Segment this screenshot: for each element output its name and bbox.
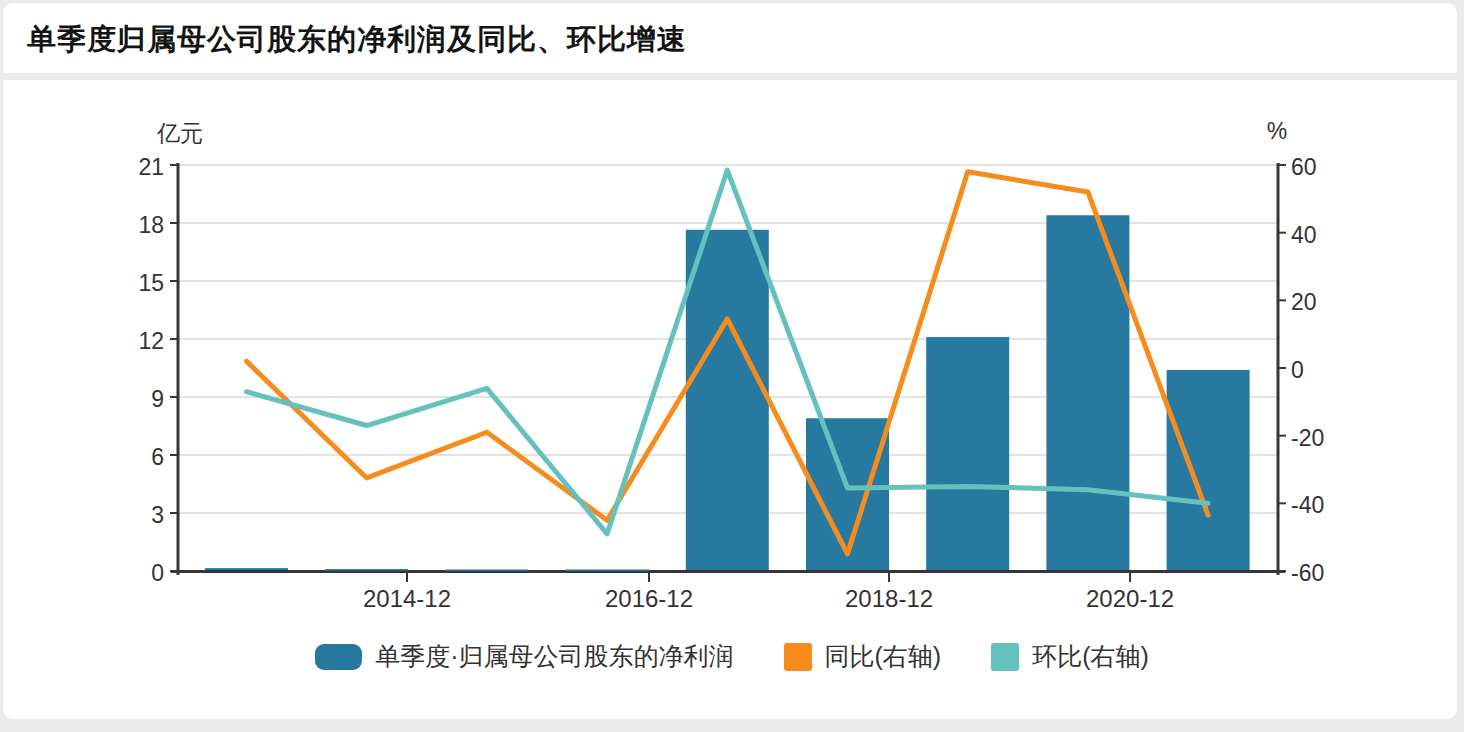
qoq-series-swatch	[991, 643, 1019, 671]
left-axis-tick-label: 12	[138, 328, 164, 354]
left-axis-tick-label: 9	[151, 386, 164, 412]
bar[interactable]	[1167, 370, 1250, 570]
right-axis-unit-label: %	[1255, 118, 1299, 145]
yoy-series-swatch	[784, 643, 812, 671]
x-axis-tick-label: 2016-12	[605, 585, 693, 612]
right-axis-tick-label: -20	[1291, 425, 1324, 451]
x-axis-tick-label: 2020-12	[1086, 585, 1174, 612]
right-axis-tick-label: -40	[1291, 492, 1324, 518]
bar-series[interactable]	[205, 215, 1250, 571]
legend-label: 单季度·归属母公司股东的净利润	[375, 640, 733, 673]
legend-item-yoy[interactable]: 同比(右轴)	[784, 640, 942, 673]
left-axis-tick-label: 15	[138, 270, 164, 296]
x-axis-tick-label: 2018-12	[845, 585, 933, 612]
screen: 单季度归属母公司股东的净利润及同比、环比增速 03691215182160402…	[0, 0, 1464, 732]
bar[interactable]	[325, 569, 408, 571]
left-axis-tick-label: 21	[138, 154, 164, 180]
bar[interactable]	[445, 569, 528, 571]
chart-canvas: 0 3 6 9 12 15 18 21 60 40 20 0 -20 -40 -60 2014-12 2016-…	[0, 0, 1464, 732]
legend-label: 环比(右轴)	[1032, 640, 1149, 673]
chart-legend: 单季度·归属母公司股东的净利润 同比(右轴) 环比(右轴)	[0, 640, 1464, 673]
right-axis-tick-label: 20	[1291, 289, 1317, 315]
left-axis-unit-label: 亿元	[152, 118, 208, 149]
right-axis-tick-label: 40	[1291, 222, 1317, 248]
left-axis-tick-label: 3	[151, 502, 164, 528]
bar[interactable]	[566, 569, 649, 571]
bar[interactable]	[926, 337, 1009, 570]
bar[interactable]	[205, 568, 288, 570]
x-axis-tick-label: 2014-12	[363, 585, 451, 612]
left-axis-tick-label: 18	[138, 212, 164, 238]
bar[interactable]	[686, 230, 769, 570]
right-axis-tick-label: 0	[1291, 357, 1304, 383]
right-axis-tick-label: -60	[1291, 560, 1324, 586]
legend-label: 同比(右轴)	[825, 640, 942, 673]
legend-item-qoq[interactable]: 环比(右轴)	[991, 640, 1149, 673]
left-axis-tick-label: 0	[151, 560, 164, 586]
legend-item-net-profit[interactable]: 单季度·归属母公司股东的净利润	[315, 640, 733, 673]
right-axis-tick-label: 60	[1291, 154, 1317, 180]
bar-series-swatch	[315, 644, 362, 670]
left-axis-tick-label: 6	[151, 444, 164, 470]
